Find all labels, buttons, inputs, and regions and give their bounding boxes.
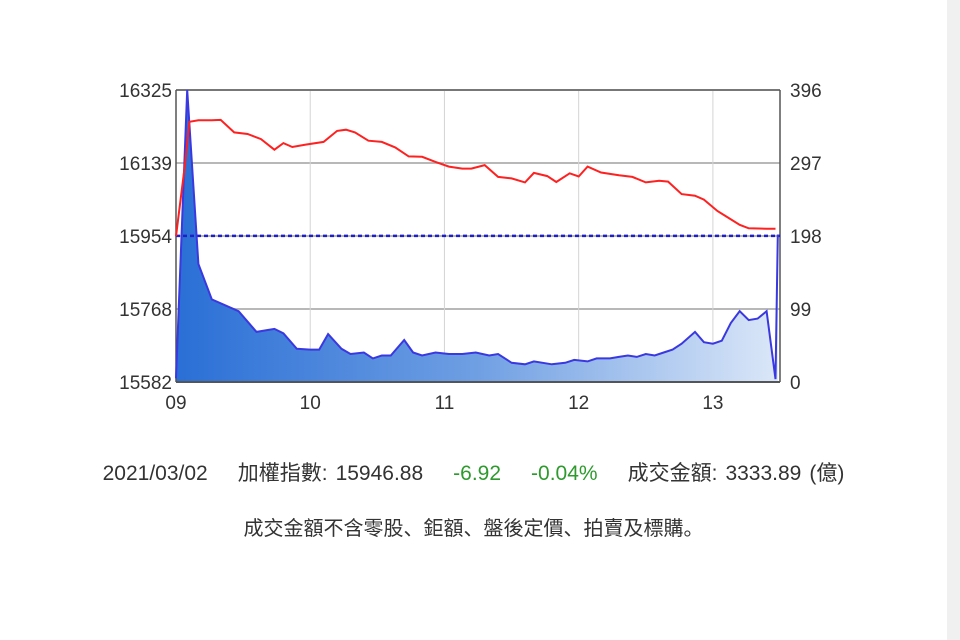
y-left-tick-label: 15954 [119, 227, 172, 248]
change-value: -6.92 [453, 462, 502, 485]
y-left-tick-label: 16325 [119, 81, 172, 102]
y-right-tick-label: 0 [790, 373, 801, 394]
y-right-tick-label: 198 [790, 227, 822, 248]
turnover-label: 成交金額: [627, 462, 718, 485]
y-left-tick-label: 15582 [119, 373, 172, 394]
summary-row: 2021/03/02 加權指數: 15946.88 -6.92 -0.04% 成交金額: 3… [0, 457, 947, 487]
x-tick-label: 11 [435, 393, 455, 414]
x-tick-label: 09 [165, 393, 186, 414]
change-percent: -0.04% [531, 462, 598, 485]
x-tick-label: 13 [702, 393, 723, 414]
footnote: 成交金額不含零股、鉅額、盤後定價、拍賣及標購。 [243, 518, 704, 540]
y-right-tick-label: 297 [790, 154, 822, 175]
x-tick-label: 10 [300, 393, 321, 414]
index-line [175, 118, 776, 237]
index-label: 加權指數: [237, 462, 328, 485]
turnover-unit: (億) [809, 462, 845, 485]
x-tick-label: 12 [568, 393, 589, 414]
summary-date: 2021/03/02 [102, 462, 208, 485]
turnover-value: 3333.89 [725, 462, 802, 485]
y-left-tick-label: 16139 [119, 154, 172, 175]
volume-line [175, 89, 779, 380]
page-right-strip [947, 0, 960, 640]
y-right-tick-label: 396 [790, 81, 822, 102]
index-value: 15946.88 [335, 462, 424, 485]
volume-area [176, 90, 778, 382]
y-right-tick-label: 99 [790, 300, 811, 321]
y-left-tick-label: 15768 [119, 300, 172, 321]
